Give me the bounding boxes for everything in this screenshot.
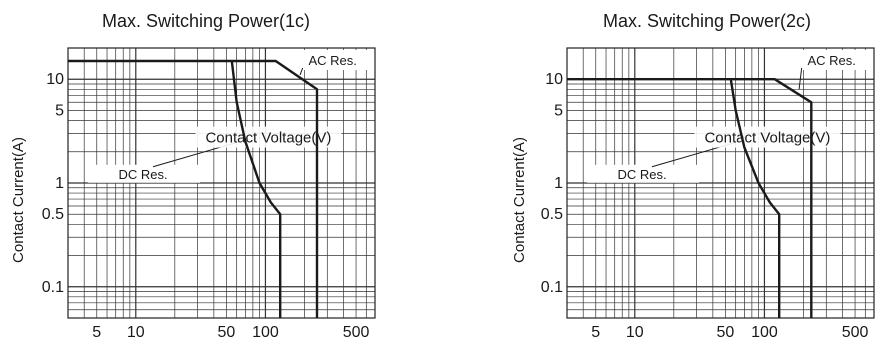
label-mask — [88, 164, 200, 183]
y-tick-label: 5 — [55, 102, 64, 119]
x-tick-label: 100 — [751, 324, 778, 341]
plot-area: 5 10 50 100 500 10 5 1 0.5 0.1 AC Res. DC Res. Conta… — [42, 47, 376, 341]
y-tick-label: 1 — [554, 175, 563, 192]
x-tick-label: 5 — [591, 324, 600, 341]
x-tick-label: 100 — [252, 324, 279, 341]
chart-1c: Max. Switching Power(1c) Contact Current… — [10, 11, 376, 341]
y-tick-label: 0.5 — [541, 206, 563, 223]
series-label-dc-res: DC Res. — [617, 167, 666, 182]
x-tick-label: 5 — [92, 324, 101, 341]
y-tick-label: 0.1 — [541, 279, 563, 296]
series-line-ac-res — [68, 59, 319, 318]
label-mask — [195, 126, 342, 148]
label-mask — [298, 50, 369, 70]
label-mask — [694, 126, 841, 148]
label-mask — [587, 164, 699, 183]
y-tick-label: 0.5 — [42, 206, 64, 223]
chart-title: Max. Switching Power(2c) — [603, 11, 811, 31]
series-line-ac-res — [567, 77, 813, 318]
y-tick-label: 0.1 — [42, 279, 64, 296]
series-line-dc-res — [230, 60, 282, 318]
y-tick-label: 1 — [55, 175, 64, 192]
y-tick-label: 10 — [46, 71, 64, 88]
chart-title: Max. Switching Power(1c) — [102, 11, 310, 31]
chart-2c: Max. Switching Power(2c) Contact Current… — [511, 11, 875, 341]
series-label-ac-res: AC Res. — [807, 53, 855, 68]
x-axis-label: Contact Voltage(V) — [205, 130, 331, 147]
annotations: AC Res. DC Res. Contact Voltage(V) — [88, 50, 369, 183]
x-tick-label: 10 — [626, 324, 644, 341]
x-tick-label: 10 — [127, 324, 145, 341]
series-label-dc-res: DC Res. — [118, 167, 167, 182]
plot-area: 5 10 50 100 500 10 5 1 0.5 0.1 AC Res. DC Res. Conta… — [541, 47, 875, 341]
x-tick-label: 50 — [218, 324, 236, 341]
x-tick-label: 500 — [842, 324, 869, 341]
leader-line — [798, 67, 803, 90]
series-label-ac-res: AC Res. — [308, 53, 356, 68]
x-tick-label: 50 — [717, 324, 735, 341]
plot-frame — [566, 47, 875, 319]
leader-line — [299, 67, 304, 76]
y-axis-label: Contact Current(A) — [511, 137, 528, 263]
x-axis-label: Contact Voltage(V) — [704, 130, 830, 147]
label-mask — [797, 50, 868, 70]
annotations: AC Res. DC Res. Contact Voltage(V) — [587, 50, 868, 183]
y-tick-label: 5 — [554, 102, 563, 119]
plot-frame — [67, 47, 376, 319]
series-line-dc-res — [729, 79, 781, 318]
y-axis-label: Contact Current(A) — [10, 137, 27, 263]
y-tick-label: 10 — [545, 71, 563, 88]
x-tick-label: 500 — [343, 324, 370, 341]
